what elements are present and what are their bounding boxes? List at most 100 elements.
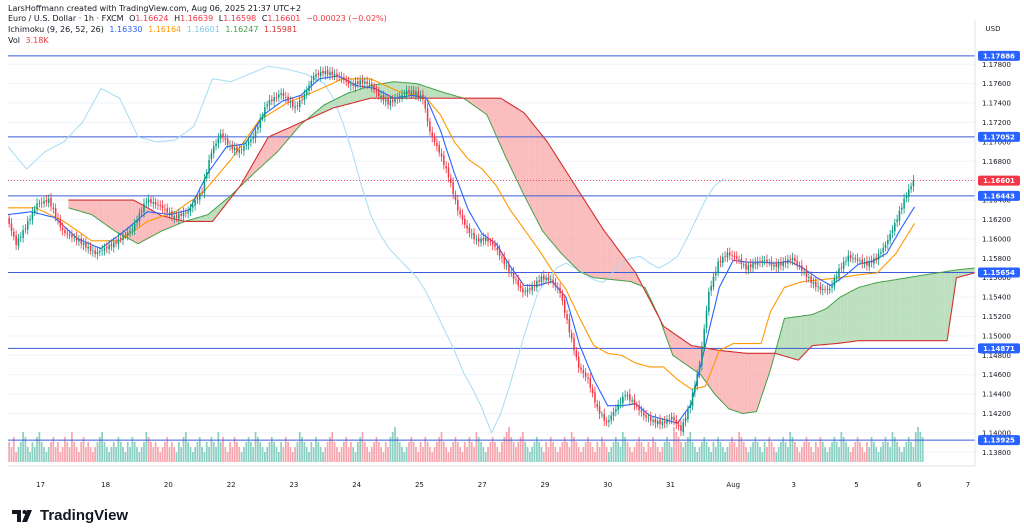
candle-body-245 [577, 356, 580, 368]
candle-body-112 [268, 100, 271, 106]
candle-body-352 [826, 288, 829, 290]
volume-bar-195 [461, 452, 464, 462]
cloud-segment-400 [937, 272, 941, 341]
cloud-segment-290 [682, 339, 685, 364]
candle-body-313 [735, 256, 738, 259]
cloud-segment-259 [610, 238, 613, 280]
cloud-segment-232 [547, 141, 550, 240]
candle-body-171 [405, 90, 408, 95]
candle-body-191 [452, 182, 454, 195]
volume-bar-183 [433, 447, 436, 462]
cloud-segment-70 [170, 217, 174, 228]
volume-bar-218 [515, 447, 517, 462]
volume-bar-236 [556, 452, 559, 462]
volume-bar-101 [243, 447, 245, 462]
volume-bar-235 [554, 447, 557, 462]
cloud-segment-390 [914, 276, 917, 341]
volume-bar-322 [756, 442, 759, 462]
candle-body-30 [78, 239, 80, 242]
cloud-segment-377 [884, 281, 887, 341]
volume-bar-366 [859, 442, 861, 462]
volume-bar-297 [698, 447, 701, 462]
ichimoku-legend[interactable]: Ichimoku (9, 26, 52, 26) 1.16330 1.16164… [8, 25, 300, 34]
volume-bar-216 [510, 437, 513, 462]
cloud-segment-246 [579, 192, 583, 273]
volume-legend[interactable]: Vol 3.18K [8, 36, 52, 45]
price-tick-1: 1.17600 [982, 80, 1011, 88]
candle-body-351 [824, 289, 826, 291]
candle-body-237 [559, 287, 561, 294]
ichimoku-conversion-value: 1.16330 [109, 25, 143, 34]
volume-bar-19 [52, 437, 55, 462]
cloud-segment-219 [517, 108, 520, 186]
current-price-box [978, 175, 1020, 186]
volume-bar-300 [705, 442, 708, 462]
hline-label-box-0 [978, 50, 1020, 61]
volume-bar-57 [140, 447, 143, 462]
price-tick-16: 1.14600 [982, 371, 1011, 379]
candle-body-64 [157, 204, 159, 206]
candle-body-173 [410, 91, 413, 94]
candle-body-95 [229, 145, 231, 147]
candle-body-133 [317, 73, 320, 75]
cloud-segment-62 [152, 210, 155, 237]
cloud-segment-385 [902, 278, 906, 341]
volume-bar-289 [680, 442, 682, 462]
volume-bar-252 [594, 452, 596, 462]
volume-bar-280 [659, 452, 661, 462]
volume-bar-21 [57, 442, 59, 462]
price-tick-0: 1.17800 [982, 61, 1011, 69]
volume-bar-145 [345, 437, 348, 462]
candle-body-62 [152, 202, 155, 204]
cloud-segment-202 [477, 98, 480, 110]
volume-bar-97 [233, 437, 236, 462]
cloud-segment-124 [296, 123, 299, 130]
hline-label-4: 1.14871 [983, 345, 1015, 353]
volume-bar-39 [98, 437, 101, 462]
candle-body-17 [47, 198, 50, 203]
symbol-legend[interactable]: Euro / U.S. Dollar · 1h · FXCM O1.16624 … [8, 14, 390, 23]
volume-bar-171 [405, 447, 408, 462]
candle-body-312 [733, 255, 736, 258]
volume-bar-267 [628, 447, 631, 462]
volume-bar-182 [431, 452, 434, 462]
candle-body-106 [254, 130, 257, 139]
cloud-segment-181 [428, 87, 432, 99]
candle-body-291 [684, 418, 687, 422]
candle-body-210 [496, 247, 499, 251]
tradingview-logo[interactable]: TradingView [12, 507, 128, 524]
cloud-segment-182 [431, 88, 434, 99]
currency-label[interactable]: USD [986, 25, 1001, 33]
volume-bar-229 [540, 447, 543, 462]
volume-bar-8 [26, 447, 29, 462]
candle-body-96 [231, 144, 234, 150]
candle-body-38 [96, 251, 99, 255]
cloud-segment-409 [958, 269, 962, 278]
time-tick-14: 6 [917, 481, 922, 489]
candles [8, 65, 915, 437]
volume-bar-20 [54, 447, 57, 462]
volume-bar-122 [291, 452, 294, 462]
cloud-segment-312 [733, 351, 736, 412]
volume-bar-383 [898, 447, 901, 462]
candle-body-321 [754, 262, 757, 265]
cloud-segment-231 [544, 138, 548, 237]
current-price-label: 1.16601 [983, 177, 1015, 185]
cloud-segment-113 [270, 134, 273, 158]
candle-body-136 [324, 71, 327, 75]
cloud-segment-190 [449, 94, 452, 99]
volume-bar-94 [226, 452, 229, 462]
volume-bar-381 [893, 437, 896, 462]
time-tick-7: 27 [478, 481, 487, 489]
candle-body-23 [61, 227, 64, 231]
candle-body-309 [726, 252, 729, 258]
volume-bar-77 [187, 442, 190, 462]
cloud-segment-123 [293, 124, 297, 133]
cloud-segment-283 [665, 327, 669, 343]
cloud-segment-221 [521, 111, 525, 196]
volume-bar-38 [96, 442, 99, 462]
volume-bar-259 [610, 447, 613, 462]
volume-bar-196 [463, 442, 466, 462]
volume-bar-249 [587, 437, 589, 462]
